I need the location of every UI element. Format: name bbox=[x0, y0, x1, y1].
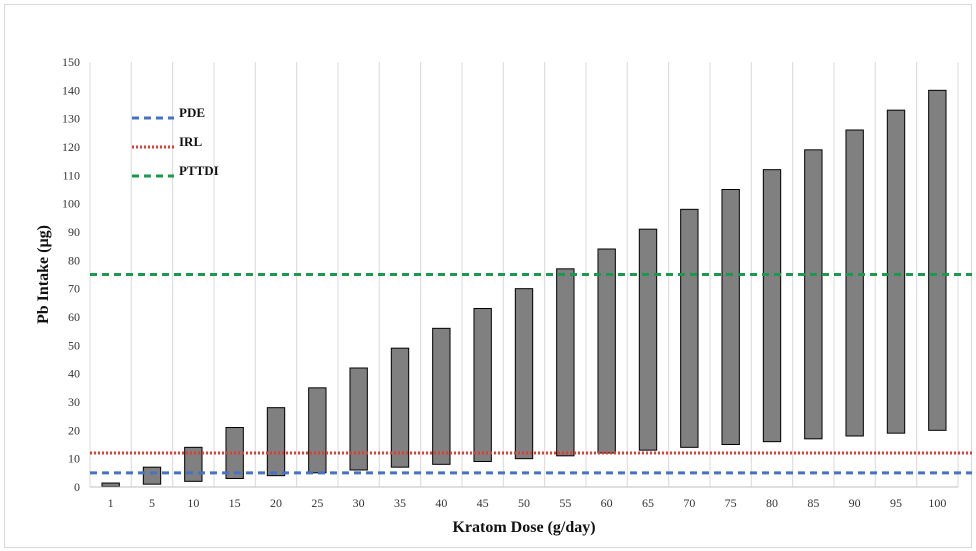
range-bar bbox=[349, 367, 368, 471]
range-bar bbox=[266, 407, 286, 477]
x-tick-label: 95 bbox=[890, 496, 902, 510]
range-bar bbox=[308, 387, 327, 474]
x-tick-label: 10 bbox=[187, 496, 199, 510]
y-tick-label: 150 bbox=[62, 55, 80, 69]
range-bar bbox=[845, 129, 864, 437]
range-bar bbox=[473, 308, 492, 462]
range-bar bbox=[721, 189, 740, 445]
x-tick-label: 45 bbox=[477, 496, 489, 510]
legend-label: PTTDI bbox=[179, 163, 219, 178]
legend: PDE IRL PTTDI bbox=[132, 105, 219, 178]
range-bar bbox=[638, 228, 658, 451]
x-tick-label: 65 bbox=[642, 496, 654, 510]
x-axis-title: Kratom Dose (g/day) bbox=[452, 519, 595, 536]
range-bar bbox=[101, 482, 120, 487]
range-bar bbox=[762, 169, 782, 443]
x-tick-label: 85 bbox=[807, 496, 819, 510]
reference-lines bbox=[90, 273, 972, 475]
y-tick-label: 70 bbox=[68, 282, 80, 296]
range-bar bbox=[390, 347, 410, 468]
y-tick-label: 110 bbox=[62, 168, 80, 182]
y-tick-label: 90 bbox=[68, 225, 80, 239]
range-bar bbox=[804, 149, 823, 440]
x-tick-label: 15 bbox=[229, 496, 241, 510]
y-tick-label: 40 bbox=[68, 367, 80, 381]
y-tick-label: 50 bbox=[68, 338, 80, 352]
y-tick-label: 30 bbox=[68, 395, 80, 409]
y-axis-title: Pb Intake (µg) bbox=[35, 225, 52, 324]
range-bar bbox=[928, 89, 947, 431]
x-tick-label: 80 bbox=[766, 496, 778, 510]
x-tick-label: 40 bbox=[435, 496, 447, 510]
y-tick-label: 20 bbox=[68, 423, 80, 437]
x-tick-label: 20 bbox=[270, 496, 282, 510]
range-bar bbox=[680, 208, 699, 448]
x-tick-label: 100 bbox=[928, 496, 946, 510]
range-bar bbox=[514, 288, 534, 460]
x-tick-label: 90 bbox=[849, 496, 861, 510]
x-tick-label: 55 bbox=[559, 496, 571, 510]
range-bar bbox=[556, 268, 575, 457]
range-bar bbox=[886, 109, 906, 434]
y-tick-label: 10 bbox=[68, 452, 80, 466]
y-tick-label: 0 bbox=[74, 480, 80, 494]
y-tick-label: 60 bbox=[68, 310, 80, 324]
range-bar bbox=[597, 248, 616, 454]
bars bbox=[101, 89, 947, 487]
y-axis-ticks: 0 10 20 30 40 50 60 70 80 90 100 110 120 130 140 150 bbox=[62, 55, 80, 494]
y-tick-label: 140 bbox=[62, 83, 80, 97]
x-tick-label: 50 bbox=[518, 496, 530, 510]
y-tick-label: 100 bbox=[62, 197, 80, 211]
x-tick-label: 25 bbox=[311, 496, 323, 510]
x-axis-ticks: 1 5 10 15 20 25 30 35 40 45 50 55 60 65 70 75 80 85 90 95 10… bbox=[108, 496, 947, 510]
x-tick-label: 1 bbox=[108, 496, 114, 510]
x-tick-label: 75 bbox=[725, 496, 737, 510]
x-tick-label: 30 bbox=[353, 496, 365, 510]
range-bar bbox=[432, 327, 451, 465]
y-tick-label: 80 bbox=[68, 253, 80, 267]
y-tick-label: 120 bbox=[62, 140, 80, 154]
x-tick-label: 35 bbox=[394, 496, 406, 510]
legend-label: IRL bbox=[179, 134, 202, 149]
y-tick-label: 130 bbox=[62, 112, 80, 126]
x-tick-label: 70 bbox=[683, 496, 695, 510]
x-tick-label: 5 bbox=[149, 496, 155, 510]
legend-label: PDE bbox=[179, 105, 205, 120]
x-tick-label: 60 bbox=[601, 496, 613, 510]
range-bar bbox=[142, 466, 162, 485]
